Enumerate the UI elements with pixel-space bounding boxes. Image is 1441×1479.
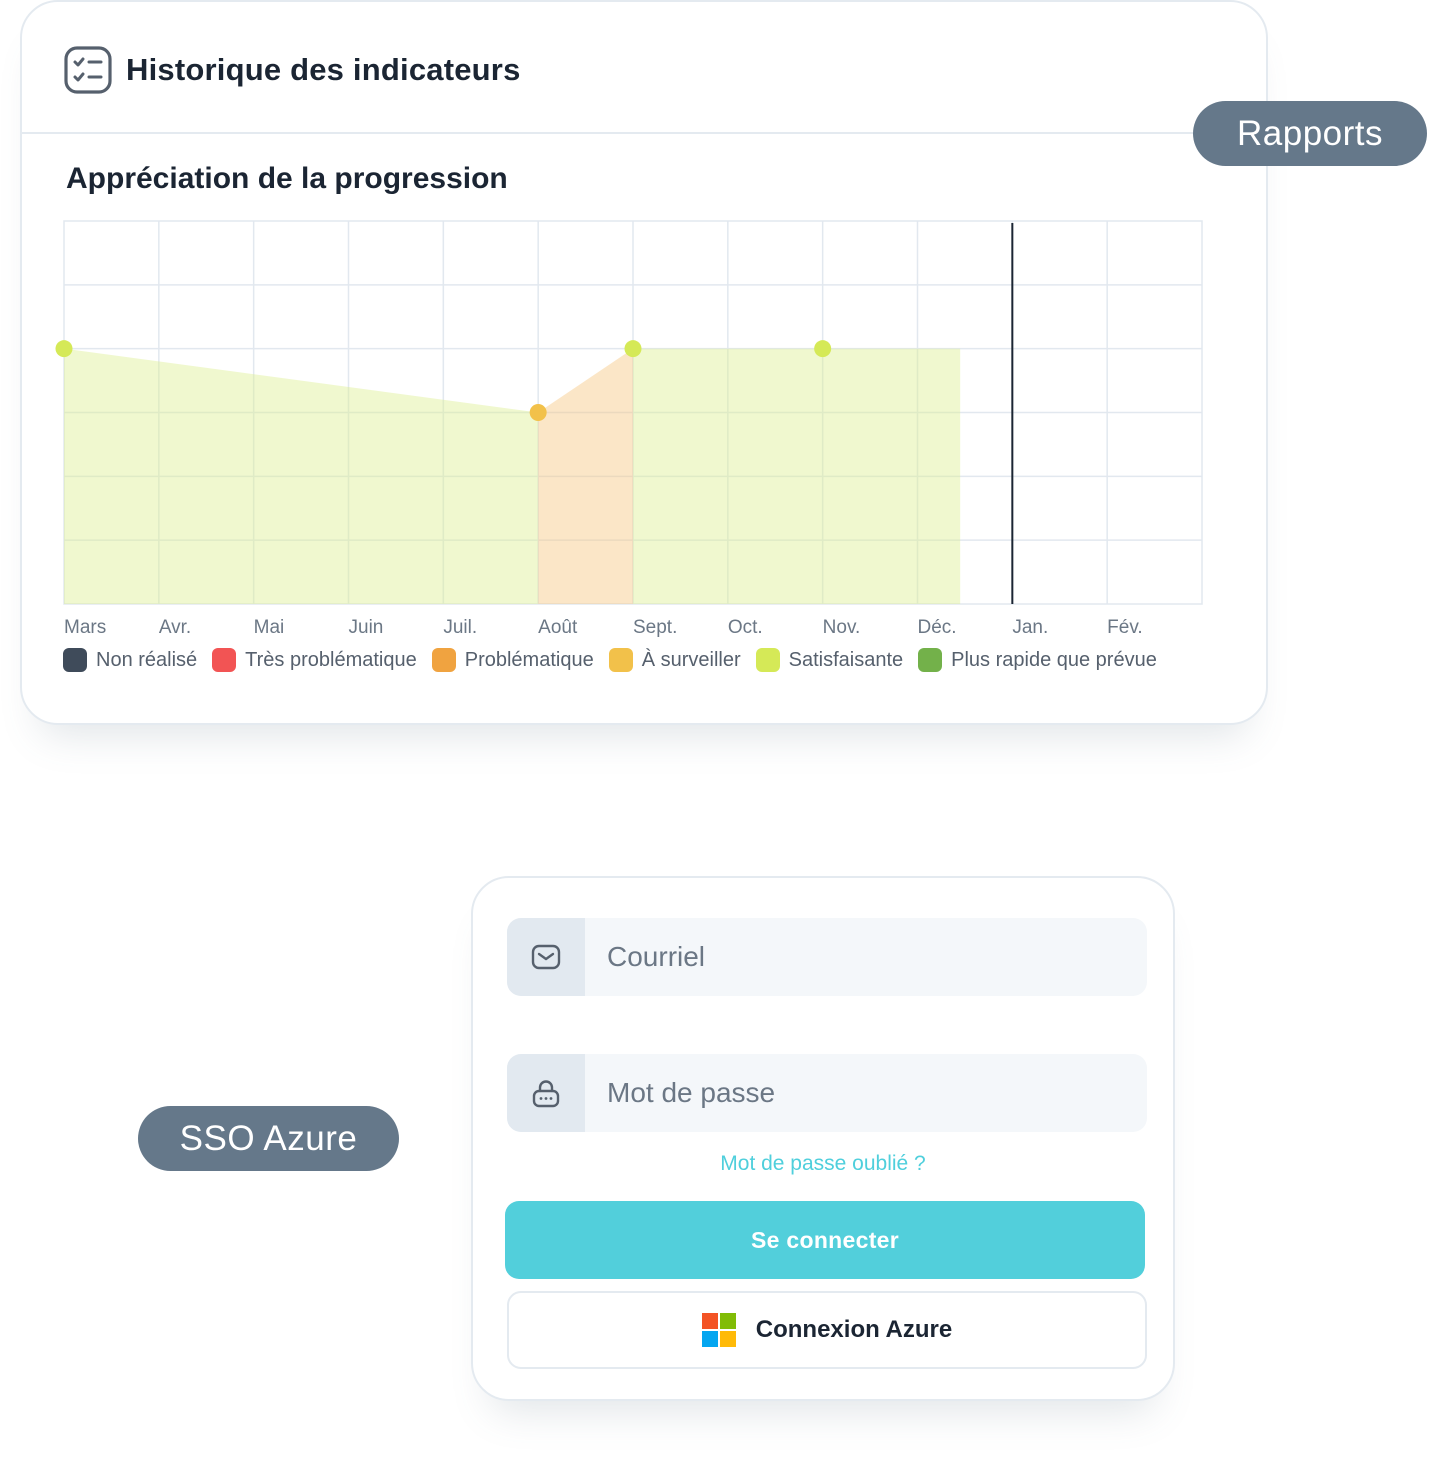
data-point-mars xyxy=(55,340,73,358)
legend-label: À surveiller xyxy=(641,648,741,671)
chart-areas xyxy=(64,348,961,604)
legend-item: Très problématique xyxy=(212,648,417,672)
sso-azure-pill: SSO Azure xyxy=(138,1106,399,1171)
area-segment-problématique xyxy=(538,348,633,604)
legend-swatch xyxy=(63,648,87,672)
legend-item: Plus rapide que prévue xyxy=(918,648,1157,672)
legend-item: À surveiller xyxy=(608,648,741,672)
azure-login-button[interactable]: Connexion Azure xyxy=(507,1291,1147,1369)
ms-logo-square xyxy=(701,1313,718,1329)
checklist-icon xyxy=(64,46,112,94)
legend-swatch xyxy=(918,648,943,672)
legend-item: Non réalisé xyxy=(63,648,197,672)
legend-item: Satisfaisante xyxy=(755,648,904,672)
x-tick-label: Déc. xyxy=(918,617,957,638)
ms-logo-square xyxy=(701,1331,718,1347)
password-icon-box xyxy=(507,1054,585,1132)
login-button[interactable]: Se connecter xyxy=(505,1201,1145,1279)
password-input[interactable] xyxy=(585,1054,1147,1132)
mail-icon xyxy=(531,944,561,970)
x-tick-label: Mai xyxy=(254,617,285,638)
x-tick-label: Oct. xyxy=(728,617,763,638)
card-title: Historique des indicateurs xyxy=(126,52,521,87)
data-point-août xyxy=(529,404,547,421)
microsoft-logo-icon xyxy=(701,1313,736,1347)
login-card: Mot de passe oublié ? Se connecter Conne… xyxy=(471,876,1175,1401)
forgot-password-link[interactable]: Mot de passe oublié ? xyxy=(720,1152,926,1175)
ms-logo-square xyxy=(719,1331,736,1347)
data-point-nov xyxy=(814,340,832,358)
x-tick-label: Sept. xyxy=(633,617,677,638)
legend-swatch xyxy=(755,648,780,672)
area-segment-satisfaisante xyxy=(633,348,961,604)
legend-label: Plus rapide que prévue xyxy=(951,648,1157,671)
email-field xyxy=(507,918,1147,996)
azure-login-label: Connexion Azure xyxy=(755,1316,953,1343)
x-tick-label: Nov. xyxy=(823,617,861,638)
legend-label: Non réalisé xyxy=(96,648,198,671)
report-card: Historique des indicateurs Appréciation … xyxy=(20,0,1268,725)
password-field xyxy=(507,1054,1147,1132)
card-header: Historique des indicateurs xyxy=(22,2,1266,134)
chart-x-labels: Mars Avr. Mai Juin Juil. Août Sept. Oct. Nov. Déc… xyxy=(64,617,1143,638)
legend-label: Satisfaisante xyxy=(788,648,904,671)
email-icon-box xyxy=(507,918,585,996)
legend-label: Problématique xyxy=(464,648,594,671)
x-tick-label: Jan. xyxy=(1012,617,1048,638)
x-tick-label: Mars xyxy=(64,617,106,638)
legend-swatch xyxy=(431,648,456,672)
x-tick-label: Août xyxy=(538,617,578,638)
legend-item: Problématique xyxy=(431,648,594,672)
data-point-sept xyxy=(624,340,642,358)
legend-label: Très problématique xyxy=(245,648,417,671)
chart-points xyxy=(55,340,832,421)
legend-swatch xyxy=(212,648,237,672)
chart-title: Appréciation de la progression xyxy=(66,162,508,195)
area-segment-satisfaisante xyxy=(64,348,539,604)
x-tick-label: Avr. xyxy=(159,617,191,638)
rapports-pill: Rapports xyxy=(1193,101,1427,166)
ms-logo-square xyxy=(719,1313,736,1329)
progress-chart: Mars Avr. Mai Juin Juil. Août Sept. Oct. Nov. Déc… xyxy=(55,220,1203,638)
email-input[interactable] xyxy=(585,918,1147,996)
legend-swatch xyxy=(608,648,633,672)
x-tick-label: Juin xyxy=(349,617,384,638)
chart-legend: Non réalisé Très problématique Problématiq… xyxy=(63,648,1172,672)
lock-icon xyxy=(532,1080,560,1108)
x-tick-label: Juil. xyxy=(443,617,477,638)
x-tick-label: Fév. xyxy=(1107,617,1143,638)
